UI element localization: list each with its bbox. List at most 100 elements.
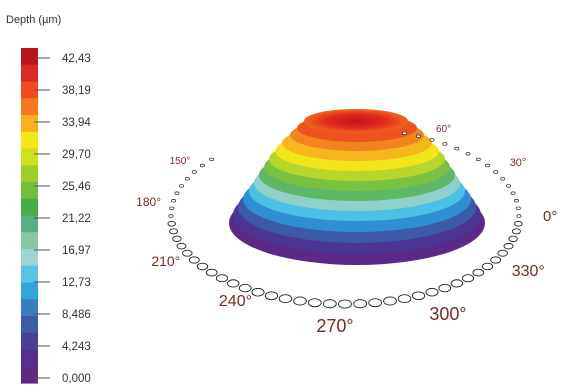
ring-marker [472, 268, 485, 277]
colorbar-block [21, 215, 38, 233]
colorbar-block [21, 232, 38, 250]
ring-marker [442, 142, 448, 146]
ring-marker [368, 298, 383, 308]
colorbar-tick-label: 12,73 [62, 277, 91, 289]
colorbar-block [21, 182, 38, 200]
colorbar-tick-label: 38,19 [62, 85, 91, 97]
ring-marker [493, 170, 499, 174]
ring-marker [511, 228, 521, 235]
ring-marker [176, 242, 187, 250]
ring-marker [490, 256, 502, 264]
ring-marker [188, 256, 200, 264]
ring-marker [209, 157, 215, 162]
colorbar-block [21, 332, 38, 351]
colorbar-block [21, 98, 38, 116]
angle-label: 150° [170, 156, 191, 167]
ring-marker [513, 198, 519, 203]
ring-marker [465, 152, 471, 156]
ring-marker [353, 299, 368, 309]
ring-marker [196, 262, 209, 271]
ring-marker [168, 214, 174, 218]
ring-marker [515, 206, 521, 211]
angle-label: 180° [136, 195, 161, 209]
colorbar-block [21, 282, 38, 300]
ring-marker [226, 279, 240, 288]
ring-marker [500, 177, 506, 181]
ring-marker [411, 291, 426, 301]
colorbar-tick-label: 21,22 [62, 213, 91, 225]
dome-surface [229, 109, 485, 265]
colorbar-block [21, 316, 38, 334]
colorbar-block [21, 148, 38, 166]
ring-marker [475, 157, 481, 162]
colorbar-tick-label: 0,000 [62, 373, 91, 385]
dome-bands [229, 114, 485, 265]
ring-marker [264, 291, 279, 301]
ring-marker [169, 206, 175, 211]
ring-marker [251, 287, 265, 297]
ring-marker [497, 249, 508, 257]
ring-marker [461, 274, 475, 283]
colorbar-blocks [21, 48, 38, 384]
colorbar-block [21, 81, 38, 99]
colorbar-tick-label: 29,70 [62, 149, 91, 161]
ring-marker [182, 249, 193, 257]
ring-marker [172, 235, 182, 242]
colorbar-block [21, 366, 38, 384]
ring-marker [438, 283, 452, 293]
angle-label: 210° [151, 253, 180, 269]
angle-label: 0° [543, 208, 557, 225]
ring-marker [322, 299, 337, 309]
ring-marker [205, 268, 218, 277]
ring-marker [415, 134, 422, 138]
ring-marker [505, 184, 512, 188]
angle-label: 30° [510, 157, 527, 169]
ring-marker [383, 296, 397, 306]
colorbar-block [21, 64, 38, 83]
colorbar-block [21, 131, 38, 150]
colorbar-tick-label: 8,486 [62, 309, 91, 321]
colorbar-block [21, 115, 38, 133]
colorbar-block [21, 165, 38, 183]
colorbar: Depth (µm) 42,43 38,19 33,94 29,70 25,46 21,2… [6, 14, 91, 385]
ring-marker [184, 177, 190, 181]
polar-labels: 0° 30° 60° 150° 180° 210° 240° 270° 300° 330° [136, 124, 557, 336]
colorbar-tick-label: 4,243 [62, 341, 91, 353]
angle-label: 60° [436, 124, 451, 135]
polar-ring [167, 131, 523, 309]
ring-marker [516, 214, 522, 218]
ring-marker [293, 296, 307, 306]
colorbar-tick-label: 33,94 [62, 117, 91, 129]
colorbar-block [21, 265, 38, 284]
colorbar-block [21, 198, 38, 217]
dome-cap [304, 109, 408, 133]
ring-marker [199, 163, 206, 168]
ring-marker [338, 299, 352, 309]
ring-marker [429, 138, 435, 142]
ring-marker [215, 274, 229, 283]
ring-marker [191, 170, 197, 174]
colorbar-title: Depth (µm) [6, 14, 61, 26]
colorbar-tick-label: 16,97 [62, 245, 91, 257]
ring-marker [510, 191, 516, 195]
ring-marker [178, 184, 185, 188]
ring-marker [450, 279, 464, 288]
colorbar-block [21, 249, 38, 267]
colorbar-ticks: 42,43 38,19 33,94 29,70 25,46 21,22 16,97 12,73… [34, 53, 91, 385]
ring-marker [503, 242, 514, 250]
colorbar-block [21, 48, 38, 66]
colorbar-tick-label: 42,43 [62, 53, 91, 65]
ring-marker [238, 283, 252, 293]
ring-marker [167, 220, 176, 227]
ring-marker [508, 235, 518, 242]
colorbar-block [21, 299, 38, 317]
colorbar-tick-label: 25,46 [62, 181, 91, 193]
angle-label: 270° [316, 316, 353, 336]
ring-marker [171, 198, 177, 203]
ring-marker [484, 163, 491, 168]
angle-label: 330° [512, 263, 545, 280]
angle-label: 240° [219, 293, 252, 310]
ring-marker [307, 298, 322, 308]
colorbar-block [21, 349, 38, 367]
